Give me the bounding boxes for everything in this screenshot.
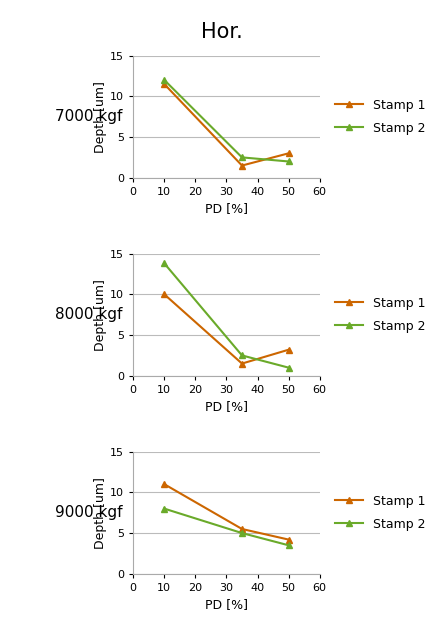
X-axis label: PD [%]: PD [%] (205, 598, 248, 611)
Stamp 2 (162, 260, 167, 267)
Y-axis label: Depth [um]: Depth [um] (95, 477, 107, 549)
Legend: Stamp 1, Stamp 2: Stamp 1, Stamp 2 (335, 297, 425, 333)
Y-axis label: Depth [um]: Depth [um] (95, 279, 107, 350)
Stamp 1 (162, 481, 167, 488)
Stamp 1 (239, 360, 245, 367)
Stamp 1 (162, 291, 167, 298)
Stamp 2 (239, 154, 245, 161)
Stamp 1 (239, 525, 245, 532)
Stamp 2 (162, 77, 167, 84)
X-axis label: PD [%]: PD [%] (205, 202, 248, 215)
Stamp 2 (239, 529, 245, 537)
Line: Stamp 2: Stamp 2 (161, 505, 292, 549)
Stamp 1 (286, 149, 291, 157)
Stamp 1 (286, 346, 291, 354)
Stamp 1 (286, 536, 291, 544)
Stamp 2 (162, 505, 167, 512)
Stamp 1 (162, 80, 167, 88)
Stamp 2 (286, 364, 291, 371)
Line: Stamp 1: Stamp 1 (161, 81, 292, 169)
Text: 7000 kgf: 7000 kgf (55, 109, 122, 124)
Stamp 2 (239, 352, 245, 359)
Legend: Stamp 1, Stamp 2: Stamp 1, Stamp 2 (335, 495, 425, 531)
Stamp 2 (286, 542, 291, 549)
Stamp 1 (239, 162, 245, 169)
Text: 9000 kgf: 9000 kgf (55, 505, 123, 520)
X-axis label: PD [%]: PD [%] (205, 400, 248, 413)
Line: Stamp 2: Stamp 2 (161, 260, 292, 371)
Line: Stamp 2: Stamp 2 (161, 77, 292, 165)
Y-axis label: Depth [um]: Depth [um] (95, 81, 107, 152)
Text: Hor.: Hor. (201, 22, 243, 41)
Legend: Stamp 1, Stamp 2: Stamp 1, Stamp 2 (335, 99, 425, 135)
Line: Stamp 1: Stamp 1 (161, 481, 292, 543)
Text: 8000 kgf: 8000 kgf (55, 307, 122, 322)
Line: Stamp 1: Stamp 1 (161, 291, 292, 367)
Stamp 2 (286, 158, 291, 165)
